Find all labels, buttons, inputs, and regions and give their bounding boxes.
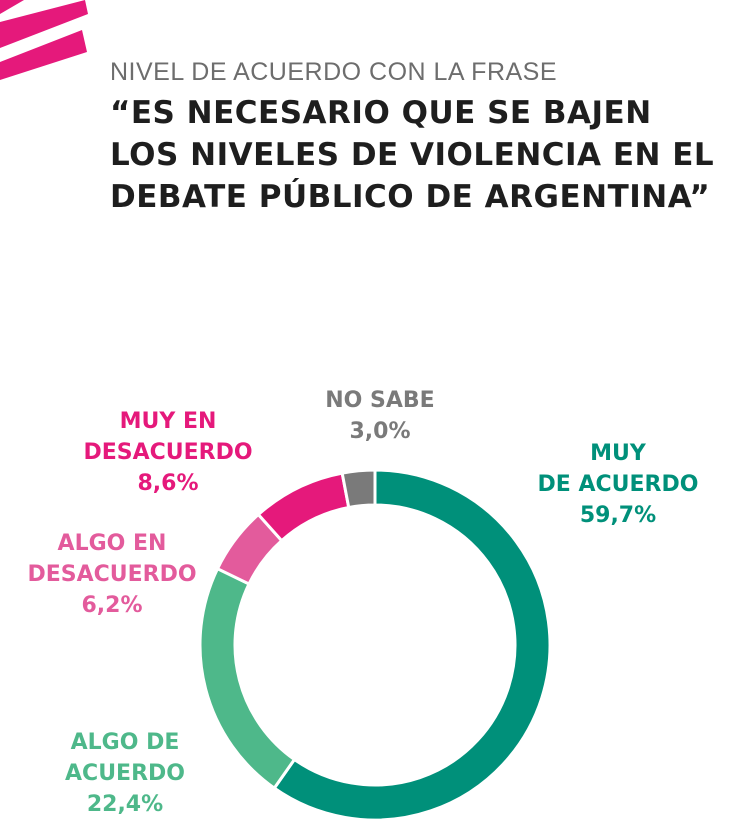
slice-value-label: 8,6% (137, 471, 198, 496)
chart-subtitle: NIVEL DE ACUERDO CON LA FRASE (110, 58, 558, 86)
brand-stripe-1 (0, 0, 88, 48)
brand-stripe-2 (0, 30, 87, 80)
brand-stripes-logo (0, 0, 88, 80)
donut-labels: MUY DE ACUERDO 59,7% ALGO DE ACUERDO 22,4% ALG… (27, 388, 698, 817)
slice-value-label: 3,0% (349, 419, 410, 444)
slice-category-label: ALGO DE (71, 730, 180, 755)
slice-category-label: NO SABE (325, 388, 434, 413)
brand-stripe-top (0, 0, 24, 14)
slice-category-label: DE ACUERDO (538, 472, 699, 497)
slice-category-label: ALGO EN (58, 531, 167, 556)
donut-slices (198, 468, 552, 822)
slice-category-label: DESACUERDO (27, 562, 196, 587)
donut-slice (198, 566, 297, 791)
slice-value-label: 22,4% (87, 792, 163, 817)
slice-category-label: MUY EN (120, 409, 217, 434)
slice-value-label: 59,7% (580, 503, 656, 528)
donut-slice (340, 468, 377, 510)
slice-category-label: ACUERDO (65, 761, 185, 786)
slice-category-label: DESACUERDO (83, 440, 252, 465)
chart-title: “ES NECESARIO QUE SE BAJEN LOS NIVELES D… (110, 95, 715, 215)
donut-slice (256, 471, 351, 543)
slice-value-label: 6,2% (81, 593, 142, 618)
slice-category-label: MUY (590, 441, 647, 466)
donut-slice (272, 468, 552, 822)
